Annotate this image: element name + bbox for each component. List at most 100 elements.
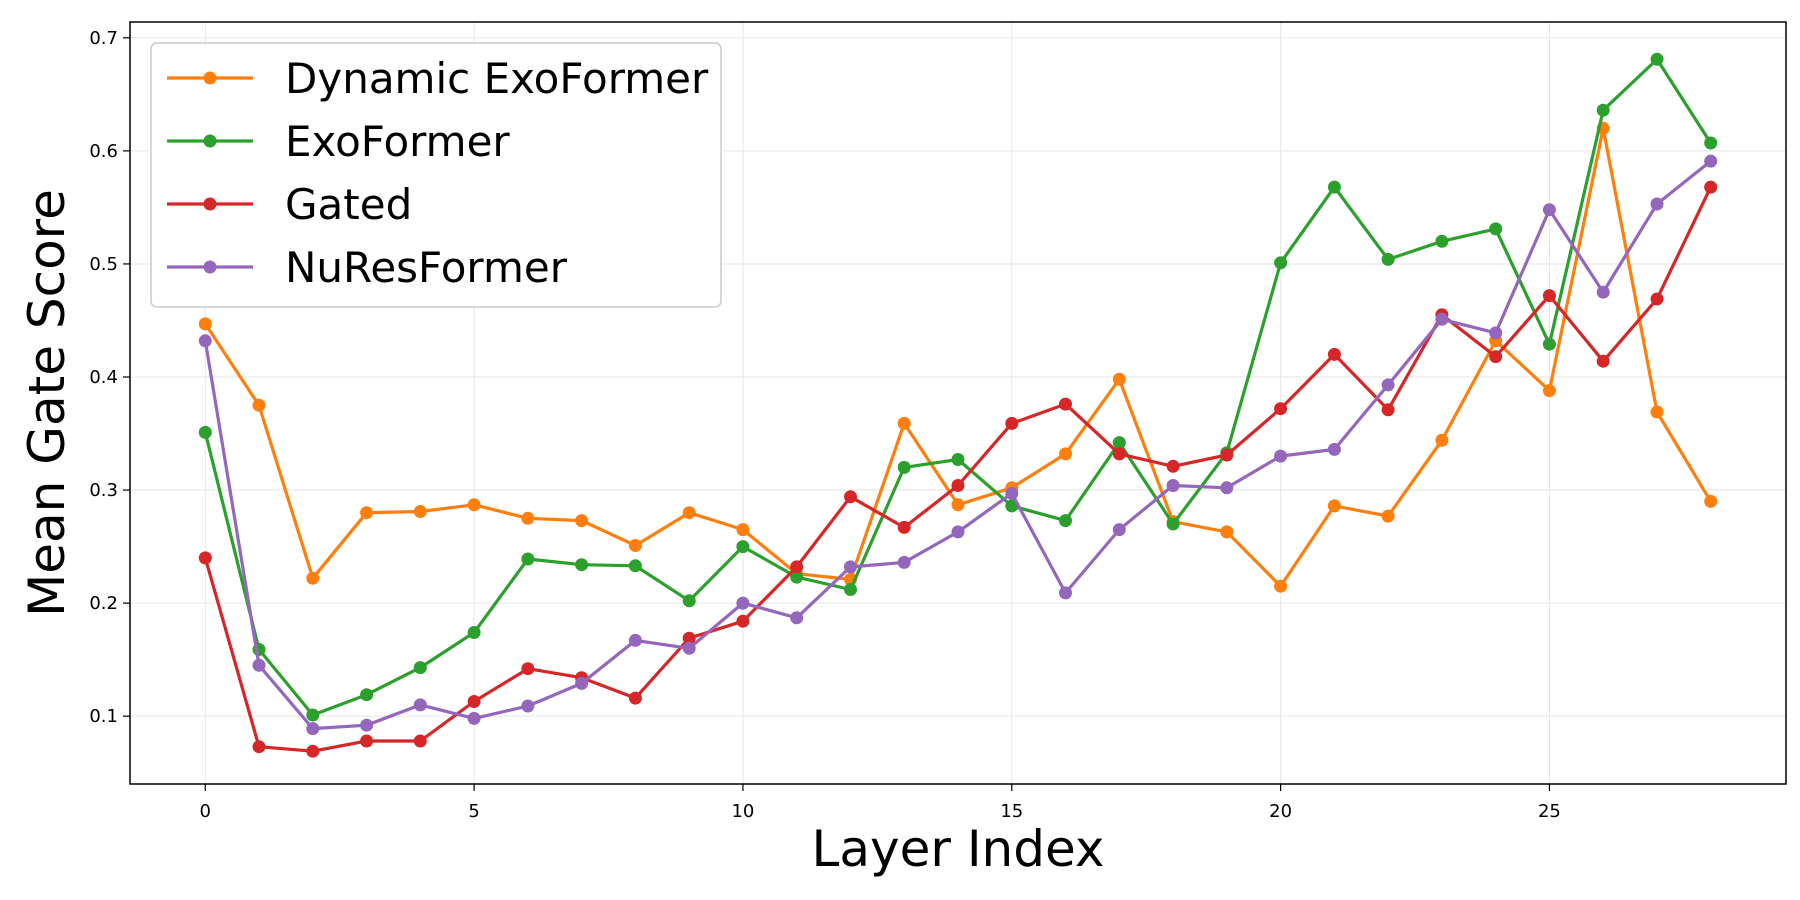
data-point-exoformer xyxy=(198,425,212,439)
data-point-exoformer xyxy=(1435,234,1449,248)
data-point-gated xyxy=(413,734,427,748)
data-point-gated xyxy=(521,662,535,676)
data-point-gated xyxy=(844,490,857,504)
data-point-nuresformer xyxy=(897,555,911,569)
data-point-gated xyxy=(897,520,911,534)
data-point-gated xyxy=(628,691,642,705)
data-point-dynamic-exoformer xyxy=(1112,372,1126,386)
data-point-nuresformer xyxy=(736,596,750,610)
data-point-exoformer xyxy=(1489,222,1503,236)
data-point-nuresformer xyxy=(1489,326,1503,340)
data-point-nuresformer xyxy=(951,525,965,539)
data-point-dynamic-exoformer xyxy=(1704,494,1718,508)
data-point-gated xyxy=(1704,180,1718,194)
data-point-nuresformer xyxy=(1542,203,1556,217)
x-tick-label: 5 xyxy=(468,801,479,822)
x-tick-label: 15 xyxy=(1000,801,1023,822)
data-point-nuresformer xyxy=(1166,479,1180,492)
data-point-nuresformer xyxy=(360,718,374,732)
data-point-nuresformer xyxy=(1650,197,1664,211)
legend-swatch-marker xyxy=(203,134,217,148)
data-point-exoformer xyxy=(628,559,642,573)
data-point-dynamic-exoformer xyxy=(1435,433,1449,447)
data-point-nuresformer xyxy=(844,560,857,574)
data-point-exoformer xyxy=(897,460,911,474)
legend-swatch-marker xyxy=(203,260,217,274)
data-point-dynamic-exoformer xyxy=(521,511,535,525)
legend-label: Gated xyxy=(285,180,412,229)
x-axis-ticks: 0 5 10 15 20 25 xyxy=(200,784,1561,822)
legend-label: NuResFormer xyxy=(285,243,568,292)
data-point-gated xyxy=(736,614,750,628)
data-point-exoformer xyxy=(1166,517,1180,531)
y-tick-label: 0.6 xyxy=(89,141,118,162)
y-tick-label: 0.2 xyxy=(89,593,118,614)
data-point-nuresformer xyxy=(1112,523,1126,537)
data-point-dynamic-exoformer xyxy=(628,539,642,552)
data-point-exoformer xyxy=(682,594,696,608)
data-point-gated xyxy=(1005,416,1019,430)
legend: Dynamic ExoFormer ExoFormer Gated NuResForm… xyxy=(150,42,722,308)
data-point-exoformer xyxy=(1274,256,1288,270)
legend-label: Dynamic ExoFormer xyxy=(285,54,709,103)
data-point-exoformer xyxy=(1059,514,1072,528)
data-point-nuresformer xyxy=(521,699,535,713)
x-tick-label: 0 xyxy=(200,801,211,822)
y-tick-label: 0.7 xyxy=(89,28,118,49)
data-point-dynamic-exoformer xyxy=(1220,525,1234,539)
data-point-dynamic-exoformer xyxy=(1059,447,1072,461)
data-point-nuresformer xyxy=(1704,154,1718,168)
data-point-gated xyxy=(1489,350,1503,364)
grid-lines xyxy=(130,22,1786,784)
legend-label: ExoFormer xyxy=(285,117,510,166)
data-point-gated xyxy=(360,734,374,748)
data-point-exoformer xyxy=(360,688,374,702)
data-point-nuresformer xyxy=(413,698,427,712)
legend-entry-nuresformer: NuResFormer xyxy=(167,243,568,292)
data-point-gated xyxy=(198,551,212,565)
data-point-dynamic-exoformer xyxy=(736,523,750,537)
legend-box xyxy=(150,42,722,308)
y-tick-label: 0.1 xyxy=(89,706,118,727)
data-point-gated xyxy=(790,560,804,574)
data-point-exoformer xyxy=(790,570,804,584)
data-point-nuresformer xyxy=(1596,285,1610,299)
data-point-dynamic-exoformer xyxy=(682,506,696,520)
data-point-nuresformer xyxy=(252,658,266,672)
legend-swatch-marker xyxy=(203,71,217,85)
data-point-gated xyxy=(252,740,266,754)
legend-entry-gated: Gated xyxy=(167,180,412,229)
data-point-gated xyxy=(1542,289,1556,303)
data-point-dynamic-exoformer xyxy=(360,506,374,520)
x-tick-label: 20 xyxy=(1269,801,1292,822)
data-point-exoformer xyxy=(467,626,481,639)
data-point-dynamic-exoformer xyxy=(1381,509,1395,523)
data-point-gated xyxy=(1381,403,1395,417)
data-point-gated xyxy=(951,479,965,492)
data-point-exoformer xyxy=(575,558,589,572)
data-point-gated xyxy=(1220,448,1234,462)
data-point-nuresformer xyxy=(575,676,589,690)
data-point-exoformer xyxy=(1327,180,1341,194)
data-point-gated xyxy=(306,744,320,758)
data-point-nuresformer xyxy=(790,611,804,625)
data-point-exoformer xyxy=(1381,252,1395,266)
y-tick-label: 0.5 xyxy=(89,254,118,275)
data-point-exoformer xyxy=(1704,136,1718,150)
legend-entry-exoformer: ExoFormer xyxy=(167,117,510,166)
data-point-gated xyxy=(1274,402,1288,416)
data-point-dynamic-exoformer xyxy=(413,505,427,518)
x-axis-title: Layer Index xyxy=(812,820,1105,878)
data-point-gated xyxy=(1596,354,1610,368)
series-nuresformer xyxy=(198,154,1718,736)
data-point-nuresformer xyxy=(198,334,212,348)
data-point-dynamic-exoformer xyxy=(306,571,320,585)
data-point-nuresformer xyxy=(1059,586,1072,600)
data-point-gated xyxy=(1112,447,1126,461)
data-point-nuresformer xyxy=(1381,378,1395,392)
data-point-dynamic-exoformer xyxy=(1274,579,1288,593)
x-tick-label: 25 xyxy=(1538,801,1561,822)
data-point-dynamic-exoformer xyxy=(252,398,266,412)
data-point-gated xyxy=(467,695,481,708)
